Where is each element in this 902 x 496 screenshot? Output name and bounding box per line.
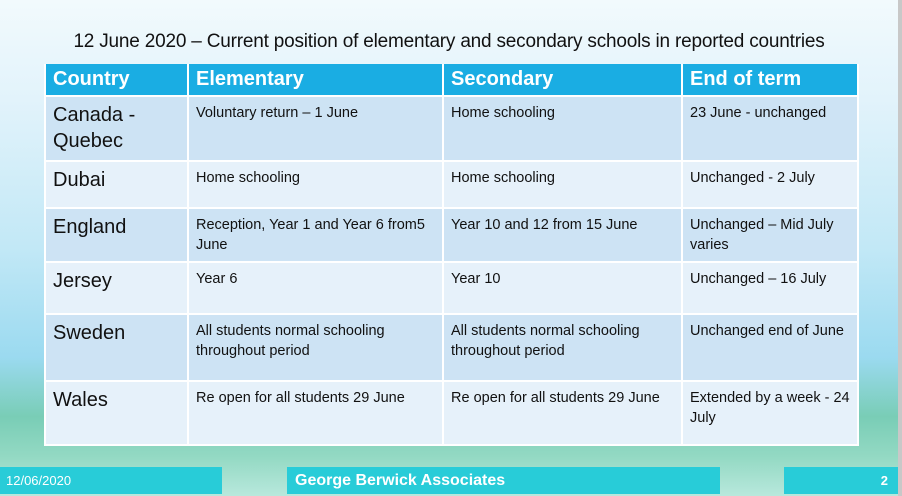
- header-secondary: Secondary: [442, 64, 683, 97]
- footer-page-number: 2: [784, 467, 898, 494]
- footer-date: 12/06/2020: [0, 467, 222, 494]
- table-row: England Reception, Year 1 and Year 6 from…: [44, 207, 859, 263]
- table-row: Wales Re open for all students 29 June Re …: [44, 380, 859, 446]
- table-row: Jersey Year 6 Year 10 Unchanged – 16 July: [44, 261, 859, 315]
- cell-country: Dubai: [44, 160, 189, 209]
- cell-country: Wales: [44, 380, 189, 446]
- cell-end-of-term: 23 June - unchanged: [681, 95, 859, 162]
- cell-elementary: All students normal schooling throughout…: [187, 313, 444, 382]
- cell-elementary: Voluntary return – 1 June: [187, 95, 444, 162]
- table-header-row: Country Elementary Secondary End of term: [44, 64, 859, 97]
- cell-country: England: [44, 207, 189, 263]
- table-row: Dubai Home schooling Home schooling Unchang…: [44, 160, 859, 209]
- table-row: Canada - Quebec Voluntary return – 1 June…: [44, 95, 859, 162]
- cell-end-of-term: Unchanged end of June: [681, 313, 859, 382]
- cell-end-of-term: Unchanged – 16 July: [681, 261, 859, 315]
- schools-table: Country Elementary Secondary End of term…: [44, 64, 859, 446]
- cell-country: Jersey: [44, 261, 189, 315]
- cell-elementary: Re open for all students 29 June: [187, 380, 444, 446]
- cell-secondary: Year 10: [442, 261, 683, 315]
- cell-secondary: Home schooling: [442, 160, 683, 209]
- cell-secondary: All students normal schooling throughout…: [442, 313, 683, 382]
- cell-country: Canada - Quebec: [44, 95, 189, 162]
- header-end-of-term: End of term: [681, 64, 859, 97]
- header-elementary: Elementary: [187, 64, 444, 97]
- slide-title: 12 June 2020 – Current position of eleme…: [73, 31, 825, 52]
- cell-country: Sweden: [44, 313, 189, 382]
- cell-secondary: Year 10 and 12 from 15 June: [442, 207, 683, 263]
- cell-elementary: Reception, Year 1 and Year 6 from5 June: [187, 207, 444, 263]
- cell-secondary: Home schooling: [442, 95, 683, 162]
- cell-secondary: Re open for all students 29 June: [442, 380, 683, 446]
- footer-organization: George Berwick Associates: [287, 467, 720, 494]
- table-row: Sweden All students normal schooling thro…: [44, 313, 859, 382]
- cell-end-of-term: Extended by a week - 24 July: [681, 380, 859, 446]
- cell-end-of-term: Unchanged – Mid July varies: [681, 207, 859, 263]
- cell-elementary: Home schooling: [187, 160, 444, 209]
- cell-elementary: Year 6: [187, 261, 444, 315]
- header-country: Country: [44, 64, 189, 97]
- cell-end-of-term: Unchanged - 2 July: [681, 160, 859, 209]
